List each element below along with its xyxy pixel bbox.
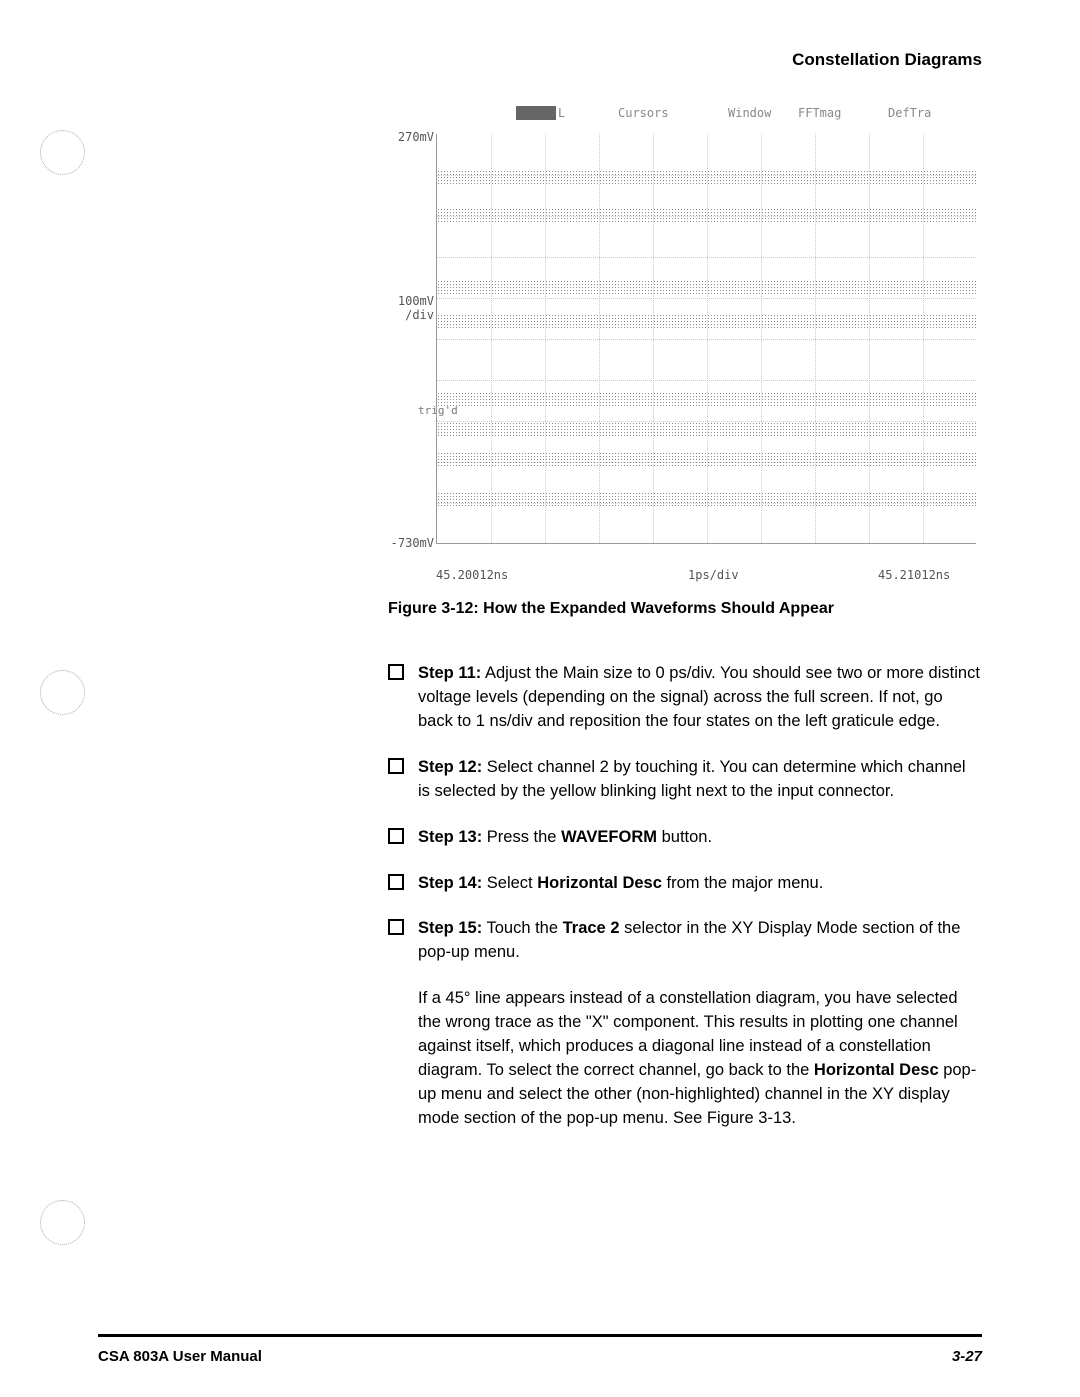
figure-caption: Figure 3-12: How the Expanded Waveforms … bbox=[388, 600, 982, 618]
step-text: Select channel 2 by touching it. You can… bbox=[418, 758, 966, 800]
step11: Step 11: Adjust the Main size to 0 ps/di… bbox=[388, 662, 982, 734]
waveform-band bbox=[437, 280, 976, 294]
section-header: Constellation Diagrams bbox=[98, 50, 982, 70]
step-text: Adjust the Main size to 0 ps/div. You sh… bbox=[418, 664, 980, 730]
binder-hole bbox=[40, 670, 85, 715]
step-checkbox[interactable] bbox=[388, 919, 404, 935]
step12: Step 12: Select channel 2 by touching it… bbox=[388, 756, 982, 804]
page-footer: CSA 803A User Manual 3-27 bbox=[98, 1348, 982, 1365]
binder-hole bbox=[40, 130, 85, 175]
footer-rule bbox=[98, 1334, 982, 1337]
step-text: Trace 2 bbox=[563, 919, 620, 937]
y-axis-top-label: 270mV bbox=[388, 130, 434, 144]
waveform-band bbox=[437, 170, 976, 184]
step-text: Press the bbox=[482, 828, 561, 846]
step14: Step 14: Select Horizontal Desc from the… bbox=[388, 872, 982, 896]
step-text: Select bbox=[482, 874, 537, 892]
waveform-band bbox=[437, 452, 976, 466]
x-axis-center-label: 1ps/div bbox=[688, 568, 739, 582]
step-checkbox[interactable] bbox=[388, 758, 404, 774]
page: Constellation Diagrams L Cursors Window … bbox=[0, 0, 1080, 1397]
step-label: Step 11: bbox=[418, 664, 481, 682]
graticule bbox=[436, 134, 976, 544]
step-text: from the major menu. bbox=[662, 874, 823, 892]
scope-menu-item: Cursors bbox=[618, 106, 669, 120]
scope-menu-item: DefTra bbox=[888, 106, 931, 120]
waveform-band bbox=[437, 422, 976, 436]
step-text: button. bbox=[657, 828, 712, 846]
step-label: Step 14: bbox=[418, 874, 482, 892]
footer-page-number: 3-27 bbox=[952, 1348, 982, 1365]
scope-menu-item: L bbox=[558, 106, 565, 120]
waveform-band bbox=[437, 392, 976, 406]
scope-menu-item: FFTmag bbox=[798, 106, 841, 120]
step-label: Step 13: bbox=[418, 828, 482, 846]
paragraph-text: Horizontal Desc bbox=[814, 1061, 939, 1079]
waveform-band bbox=[437, 208, 976, 222]
scope-menu-item: Window bbox=[728, 106, 771, 120]
binder-hole bbox=[40, 1200, 85, 1245]
step-label: Step 12: bbox=[418, 758, 482, 776]
y-axis-mid-label: 100mV bbox=[388, 294, 434, 308]
step15: Step 15: Touch the Trace 2 selector in t… bbox=[388, 917, 982, 965]
step13: Step 13: Press the WAVEFORM button. bbox=[388, 826, 982, 850]
step-text: Touch the bbox=[482, 919, 562, 937]
footer-manual-title: CSA 803A User Manual bbox=[98, 1348, 262, 1365]
y-axis-div-label: /div bbox=[388, 308, 434, 322]
step-label: Step 15: bbox=[418, 919, 482, 937]
content-column: L Cursors Window FFTmag DefTra 270mV 100… bbox=[388, 100, 982, 1131]
step-text: Horizontal Desc bbox=[537, 874, 662, 892]
waveform-band bbox=[437, 314, 976, 328]
step-checkbox[interactable] bbox=[388, 664, 404, 680]
step-checkbox[interactable] bbox=[388, 828, 404, 844]
x-axis-right-label: 45.21012ns bbox=[878, 568, 950, 582]
waveform-band bbox=[437, 492, 976, 506]
followup-paragraph: If a 45° line appears instead of a const… bbox=[388, 987, 982, 1131]
scope-menu-bar: L Cursors Window FFTmag DefTra bbox=[388, 106, 982, 128]
y-axis-bottom-label: -730mV bbox=[388, 536, 434, 550]
step-checkbox[interactable] bbox=[388, 874, 404, 890]
steps-list: Step 11: Adjust the Main size to 0 ps/di… bbox=[388, 662, 982, 965]
x-axis-left-label: 45.20012ns bbox=[436, 568, 508, 582]
oscilloscope-figure: L Cursors Window FFTmag DefTra 270mV 100… bbox=[388, 100, 982, 580]
step-text: WAVEFORM bbox=[561, 828, 657, 846]
